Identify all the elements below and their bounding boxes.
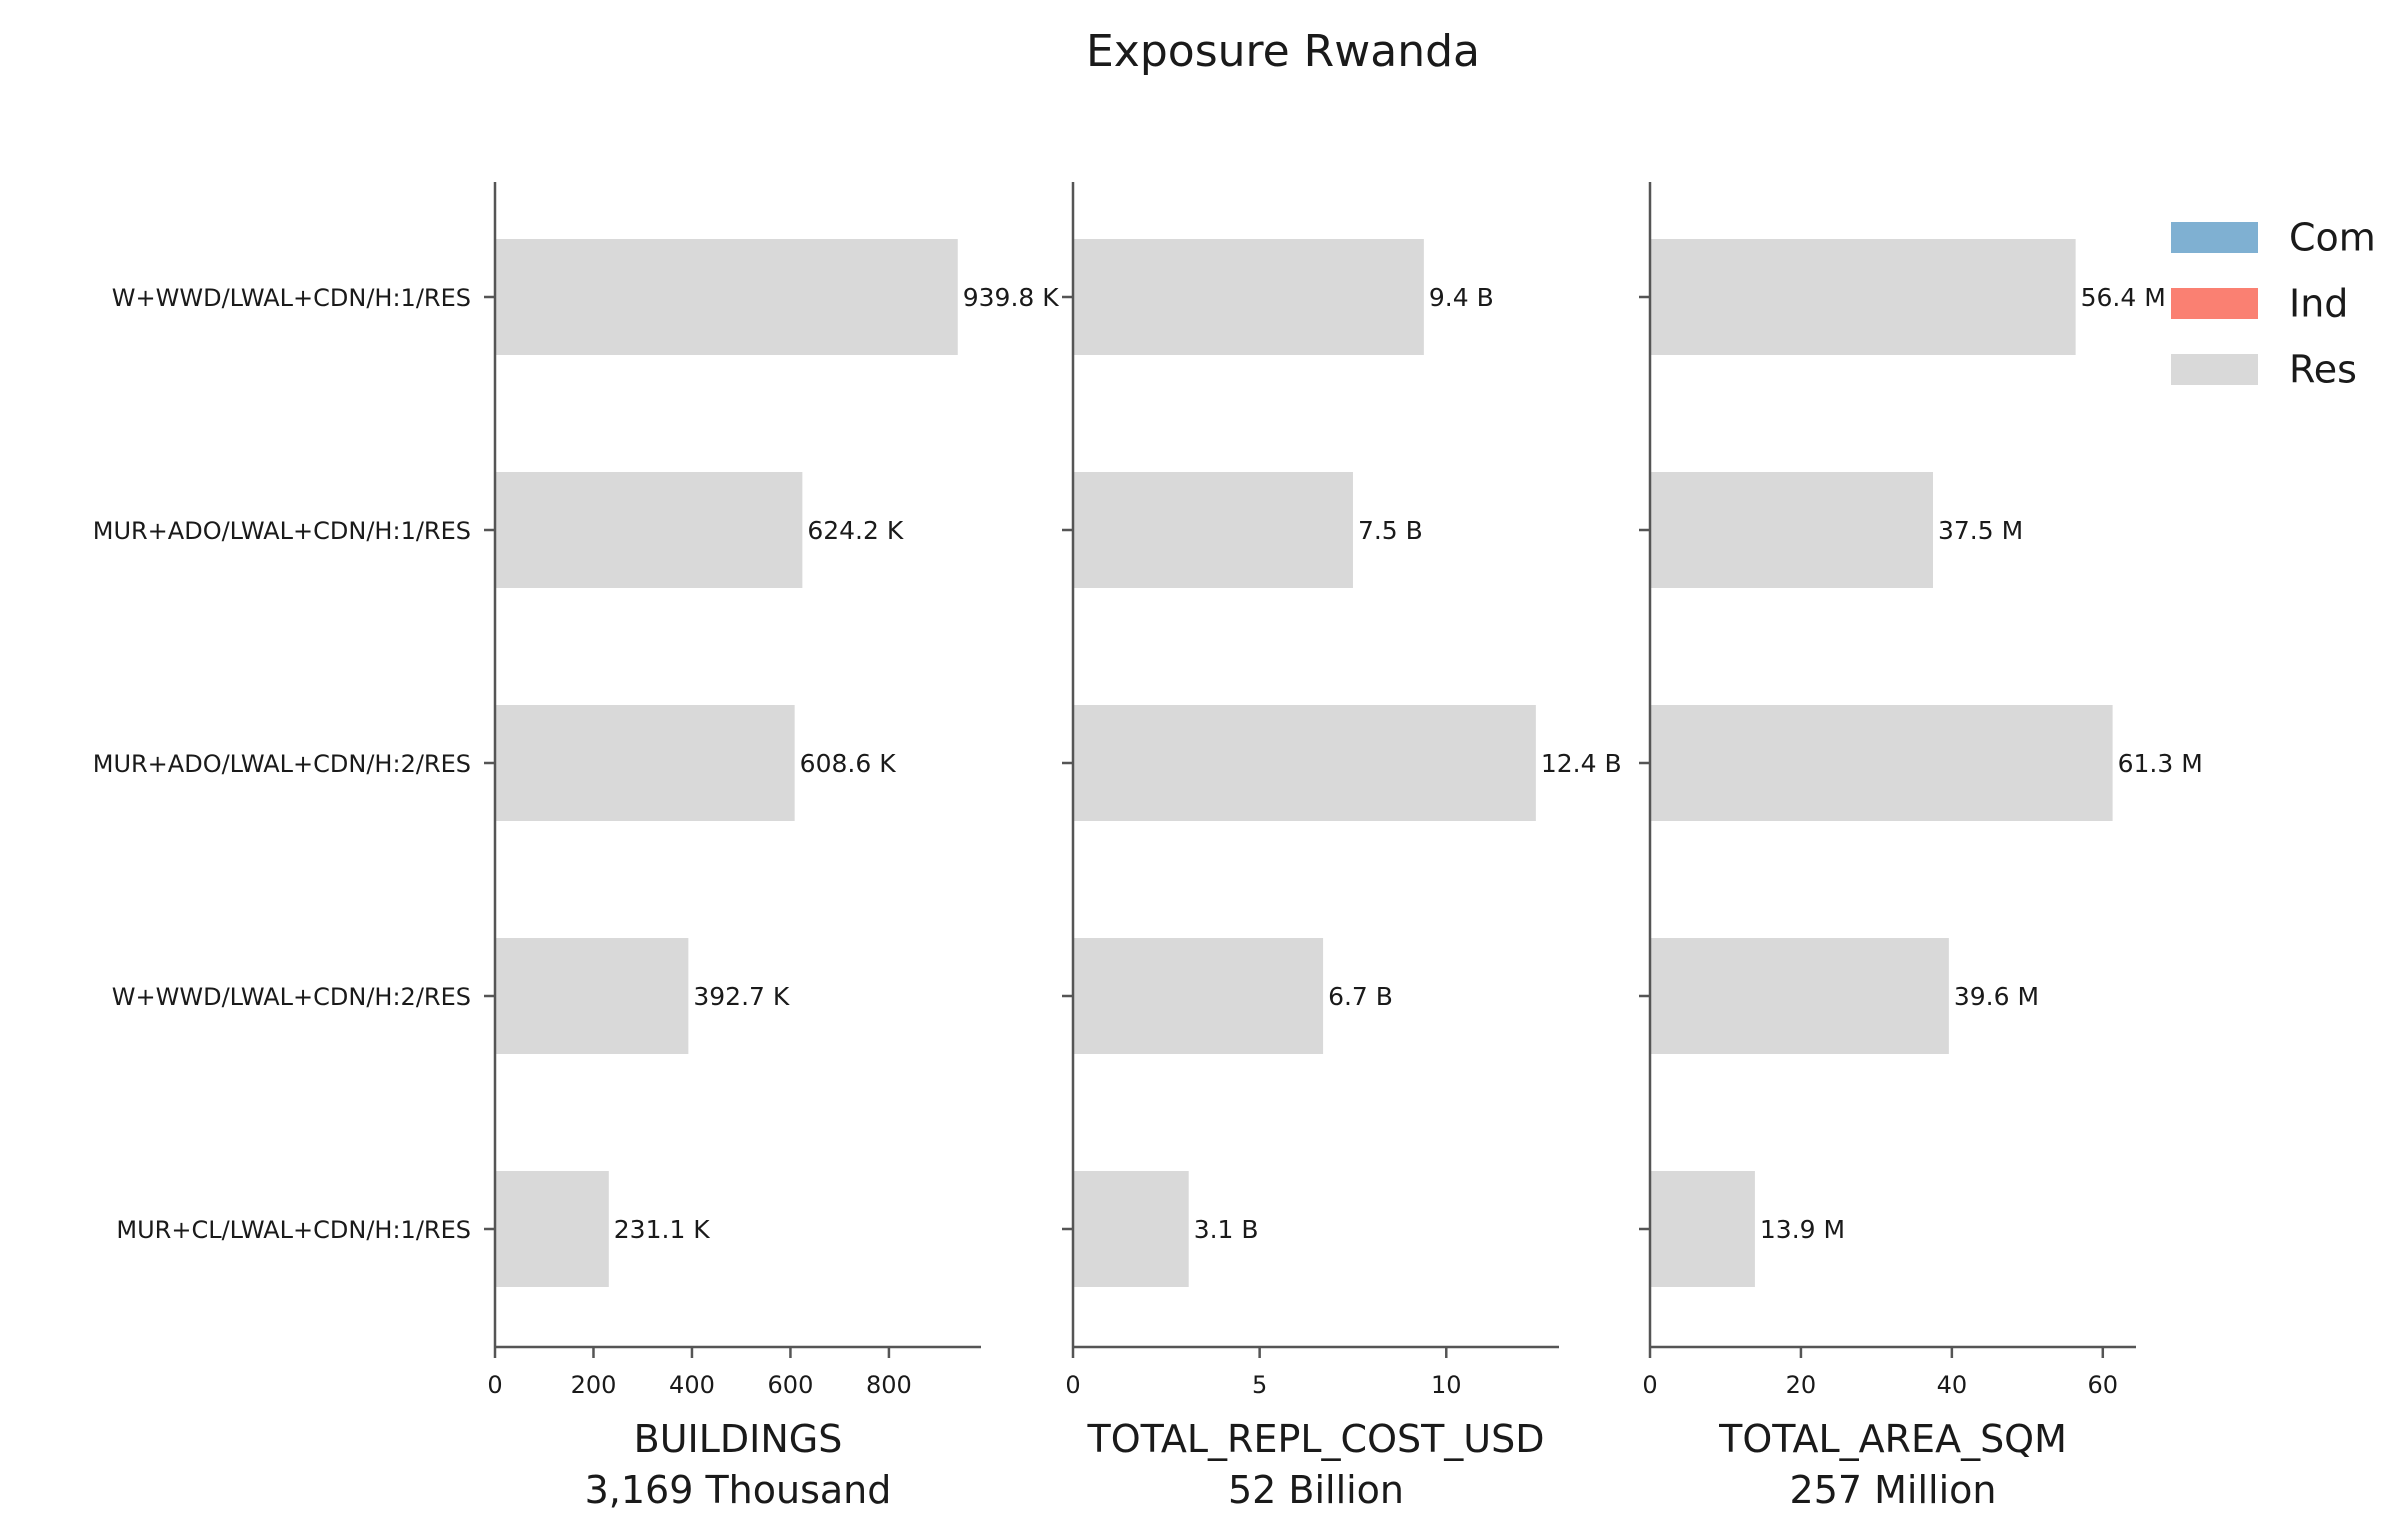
data-label: 624.2 K xyxy=(807,516,904,545)
legend-label-res: Res xyxy=(2289,348,2357,392)
x-axis-subtitle: 3,169 Thousand xyxy=(585,1468,892,1512)
x-tick-label: 20 xyxy=(1786,1371,1817,1399)
panel-3: 0 20 40 60 56.4 M 37.5 M 61.3 M 39.6 M 13.9 M TOT… xyxy=(1639,182,2203,1512)
category-label: MUR+ADO/LWAL+CDN/H:1/RES xyxy=(93,517,471,545)
bar-5 xyxy=(495,1171,609,1287)
data-label: 7.5 B xyxy=(1358,516,1423,545)
x-axis-subtitle: 52 Billion xyxy=(1228,1468,1404,1512)
category-label: W+WWD/LWAL+CDN/H:2/RES xyxy=(112,983,471,1011)
bar-4 xyxy=(1073,938,1324,1054)
bar-5 xyxy=(1073,1171,1189,1287)
x-tick-label: 0 xyxy=(1642,1371,1657,1399)
data-label: 392.7 K xyxy=(693,982,790,1011)
bar-1 xyxy=(495,239,958,355)
x-axis-title: TOTAL_AREA_SQM xyxy=(1718,1417,2067,1461)
legend-label-ind: Ind xyxy=(2289,282,2348,326)
x-axis-title: BUILDINGS xyxy=(634,1417,843,1461)
category-label: W+WWD/LWAL+CDN/H:1/RES xyxy=(112,284,471,312)
bar-4 xyxy=(1650,938,1949,1054)
data-label: 6.7 B xyxy=(1328,982,1393,1011)
bar-1 xyxy=(1650,239,2076,355)
bar-3 xyxy=(1650,705,2113,821)
data-label: 61.3 M xyxy=(2118,749,2203,778)
data-label: 56.4 M xyxy=(2081,283,2166,312)
bar-2 xyxy=(495,472,803,588)
bar-5 xyxy=(1650,1171,1755,1287)
bar-3 xyxy=(495,705,795,821)
x-tick-label: 40 xyxy=(1937,1371,1968,1399)
category-label: MUR+CL/LWAL+CDN/H:1/RES xyxy=(116,1216,471,1244)
legend-swatch-ind xyxy=(2171,288,2258,319)
data-label: 231.1 K xyxy=(614,1215,711,1244)
x-axis-title: TOTAL_REPL_COST_USD xyxy=(1086,1417,1544,1461)
chart-title: Exposure Rwanda xyxy=(1086,26,1480,77)
legend-swatch-com xyxy=(2171,222,2258,253)
x-tick-label: 800 xyxy=(866,1371,912,1399)
bar-3 xyxy=(1073,705,1536,821)
x-tick-label: 600 xyxy=(768,1371,814,1399)
data-label: 37.5 M xyxy=(1938,516,2023,545)
bar-2 xyxy=(1650,472,1933,588)
legend-swatch-res xyxy=(2171,354,2258,385)
x-tick-label: 60 xyxy=(2088,1371,2119,1399)
panel-1: W+WWD/LWAL+CDN/H:1/RES MUR+ADO/LWAL+CDN/H… xyxy=(93,182,1060,1512)
data-label: 9.4 B xyxy=(1429,283,1494,312)
chart-legend: Com Ind Res xyxy=(2171,216,2376,392)
chart-panels: W+WWD/LWAL+CDN/H:1/RES MUR+ADO/LWAL+CDN/H… xyxy=(93,182,2203,1512)
x-tick-label: 5 xyxy=(1252,1371,1267,1399)
legend-label-com: Com xyxy=(2289,216,2376,260)
x-tick-label: 400 xyxy=(669,1371,715,1399)
bar-1 xyxy=(1073,239,1424,355)
panel-2: 0 5 10 9.4 B 7.5 B 12.4 B 6.7 B 3.1 B TOTAL_REPL… xyxy=(1062,182,1622,1512)
category-label: MUR+ADO/LWAL+CDN/H:2/RES xyxy=(93,750,471,778)
x-tick-label: 10 xyxy=(1431,1371,1462,1399)
x-tick-label: 0 xyxy=(487,1371,502,1399)
data-label: 13.9 M xyxy=(1760,1215,1845,1244)
data-label: 39.6 M xyxy=(1954,982,2039,1011)
x-tick-label: 200 xyxy=(571,1371,617,1399)
bar-2 xyxy=(1073,472,1353,588)
data-label: 939.8 K xyxy=(963,283,1060,312)
data-label: 608.6 K xyxy=(800,749,897,778)
x-tick-label: 0 xyxy=(1065,1371,1080,1399)
data-label: 3.1 B xyxy=(1194,1215,1259,1244)
x-axis-subtitle: 257 Million xyxy=(1790,1468,1997,1512)
bar-4 xyxy=(495,938,689,1054)
data-label: 12.4 B xyxy=(1541,749,1622,778)
